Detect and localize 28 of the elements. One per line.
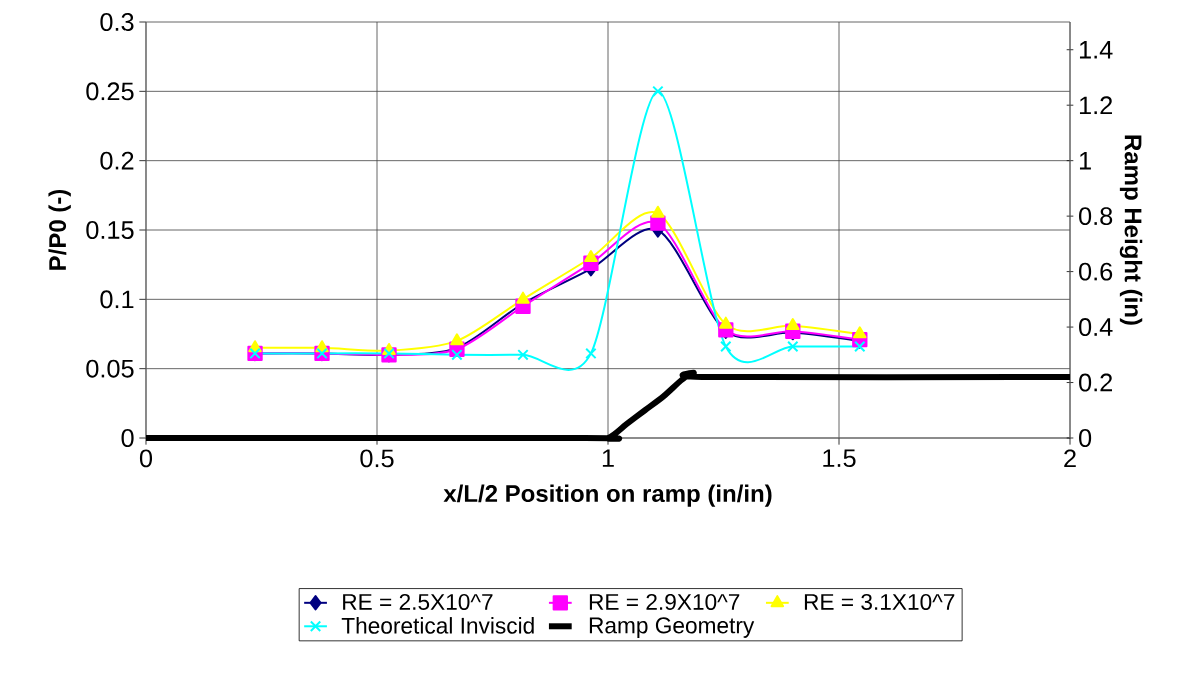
y2-tick-label: 1.4: [1079, 41, 1113, 59]
y2-tick-label: 0.2: [1079, 373, 1112, 392]
y2-tick-label: 1: [1079, 151, 1091, 170]
y-tick-label: 0: [121, 429, 134, 447]
y-axis-title: P/P0 (-): [48, 189, 71, 270]
legend-label: Ramp Geometry: [589, 617, 755, 638]
y2-tick-label: 0.4: [1079, 318, 1113, 337]
y-tick-label: 0.2: [100, 151, 134, 170]
legend-label: RE = 3.1X10^7: [804, 593, 955, 610]
y2-tick-label: 1.2: [1079, 96, 1112, 115]
x-tick-label: 1.5: [823, 449, 856, 468]
y2-tick-label: 0.6: [1079, 262, 1113, 281]
y-tick-label: 0.15: [86, 221, 134, 239]
y-tick-label: 0.05: [86, 359, 134, 378]
y2-tick-label: 0: [1079, 429, 1092, 447]
x-tick-label: 0.5: [360, 449, 394, 468]
x-tick-label: 2: [1064, 449, 1076, 468]
legend-label: Theoretical Inviscid: [341, 617, 534, 634]
y2-axis-title: Ramp Height (in): [1119, 135, 1143, 325]
x-tick-label: 0: [139, 449, 153, 468]
x-tick-label: 1: [602, 449, 614, 467]
x-axis-title: x/L/2 Position on ramp (in/in): [443, 484, 772, 507]
y-tick-label: 0.3: [100, 13, 134, 31]
y-tick-label: 0.1: [100, 290, 134, 309]
legend-label: RE = 2.5X10^7: [343, 593, 493, 610]
y2-tick-label: 0.8: [1079, 207, 1113, 226]
legend-label: RE = 2.9X10^7: [589, 593, 740, 610]
y-tick-label: 0.25: [86, 82, 134, 101]
